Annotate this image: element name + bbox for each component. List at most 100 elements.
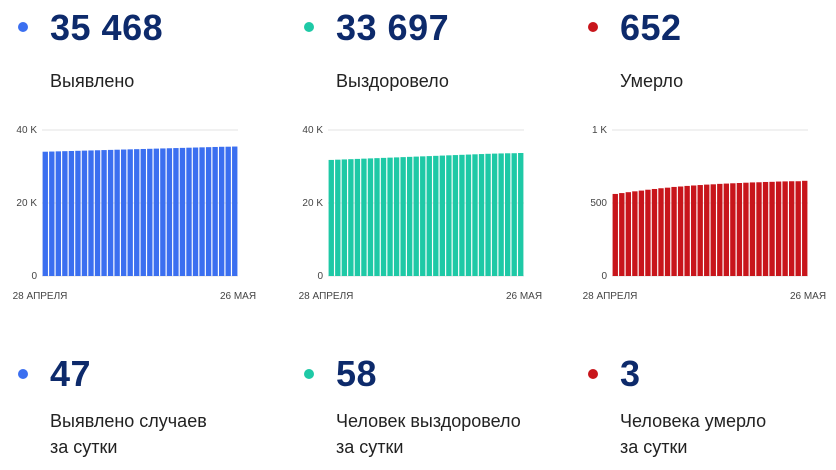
- bar: [439, 155, 446, 276]
- bar: [788, 181, 795, 276]
- bar: [645, 189, 651, 276]
- recovered-total-label: Выздоровело: [336, 71, 449, 91]
- y-tick-label: 0: [317, 271, 323, 282]
- x-tick-label-start: 28 АПРЕЛЯ: [299, 291, 354, 302]
- bar: [354, 158, 361, 276]
- bar: [42, 151, 48, 276]
- bar: [160, 148, 166, 276]
- bar: [134, 149, 140, 276]
- y-tick-label: 0: [601, 271, 607, 282]
- bar: [782, 181, 788, 276]
- recovered-daily-label: Человек выздоровело за сутки: [336, 408, 521, 460]
- bar: [153, 148, 160, 276]
- bar: [472, 154, 478, 276]
- x-tick-label-start: 28 АПРЕЛЯ: [13, 291, 68, 302]
- bar: [775, 181, 782, 276]
- bar: [75, 150, 81, 276]
- bar: [769, 181, 775, 276]
- bar: [406, 156, 413, 276]
- bar: [704, 184, 710, 276]
- bar: [186, 147, 192, 276]
- bar: [717, 183, 723, 276]
- bar: [465, 154, 472, 276]
- x-tick-label-end: 26 МАЯ: [506, 291, 542, 302]
- bar: [114, 149, 120, 276]
- bar: [690, 185, 697, 276]
- deaths-daily-label-line1: Человека умерло: [620, 411, 767, 431]
- bar: [55, 151, 62, 276]
- bar: [697, 185, 703, 276]
- bar: [452, 155, 459, 276]
- bar: [446, 155, 452, 276]
- bar: [81, 150, 88, 276]
- bar: [328, 159, 334, 276]
- recovered-daily-dot-icon: [304, 369, 314, 379]
- detected-total-label: Выявлено: [50, 71, 135, 91]
- bar: [638, 190, 645, 276]
- bar: [710, 184, 716, 276]
- bar: [625, 192, 632, 276]
- bar: [68, 150, 75, 276]
- detected-daily-label-line2: за сутки: [50, 437, 118, 458]
- recovered-dot-icon: [304, 22, 314, 32]
- deaths-total-label: Умерло: [620, 71, 684, 91]
- bar: [802, 180, 808, 276]
- bar: [612, 193, 618, 276]
- bar: [459, 154, 465, 276]
- stat-panel-detected: 35 468 Выявлено 0 20 K 40 K 28 АПРЕЛЯ 26 МАЯ…: [13, 0, 288, 470]
- bar: [433, 155, 439, 276]
- y-tick-label: 0: [31, 271, 37, 282]
- bar: [504, 153, 511, 276]
- bar: [225, 146, 231, 276]
- y-tick-label: 20 K: [302, 198, 323, 209]
- bar: [232, 146, 238, 276]
- bar: [120, 149, 127, 276]
- y-tick-label: 1 K: [592, 125, 607, 136]
- deaths-daily: 3: [620, 353, 641, 394]
- detected-total: 35 468: [50, 7, 164, 48]
- bar: [632, 191, 638, 276]
- y-tick-label: 40 K: [302, 125, 323, 136]
- deaths-daily-dot-icon: [588, 369, 598, 379]
- bar: [671, 186, 677, 276]
- detected-dot-icon: [18, 22, 28, 32]
- bar: [361, 158, 367, 276]
- bar: [179, 147, 186, 276]
- bar: [173, 148, 179, 276]
- bar: [426, 156, 432, 276]
- x-tick-label-start: 28 АПРЕЛЯ: [583, 291, 638, 302]
- bar: [199, 147, 205, 276]
- bar: [348, 159, 354, 276]
- recovered-daily: 58: [336, 353, 378, 394]
- deaths-dot-icon: [588, 22, 598, 32]
- y-tick-label: 20 K: [16, 198, 37, 209]
- recovered-daily-label-line2: за сутки: [336, 437, 404, 458]
- detected-daily-label: Выявлено случаев за сутки: [50, 408, 207, 460]
- deaths-total: 652: [620, 7, 682, 48]
- bar: [88, 150, 94, 276]
- bar: [762, 181, 769, 276]
- bar: [664, 187, 671, 276]
- bar: [651, 188, 658, 276]
- bar: [684, 185, 690, 276]
- bar: [107, 149, 114, 276]
- bar: [619, 193, 625, 276]
- bar: [400, 157, 406, 276]
- recovered-daily-label-line1: Человек выздоровело: [336, 411, 521, 431]
- bar: [127, 149, 133, 276]
- bar: [413, 156, 419, 276]
- bar: [677, 186, 684, 276]
- bar: [420, 156, 426, 276]
- detected-chart: 0 20 K 40 K 28 АПРЕЛЯ 26 МАЯ: [13, 125, 256, 302]
- stat-panel-deaths: 652 Умерло 0 500 1 K 28 АПРЕЛЯ 26 МАЯ 3 Чело…: [583, 0, 836, 470]
- bar: [498, 153, 504, 276]
- bar: [218, 146, 225, 276]
- bar: [491, 153, 498, 276]
- bar: [380, 157, 387, 276]
- bar: [374, 158, 380, 276]
- bar: [192, 147, 199, 276]
- bar: [730, 183, 736, 276]
- y-tick-label: 40 K: [16, 125, 37, 136]
- bar: [736, 182, 743, 276]
- bar: [101, 150, 107, 276]
